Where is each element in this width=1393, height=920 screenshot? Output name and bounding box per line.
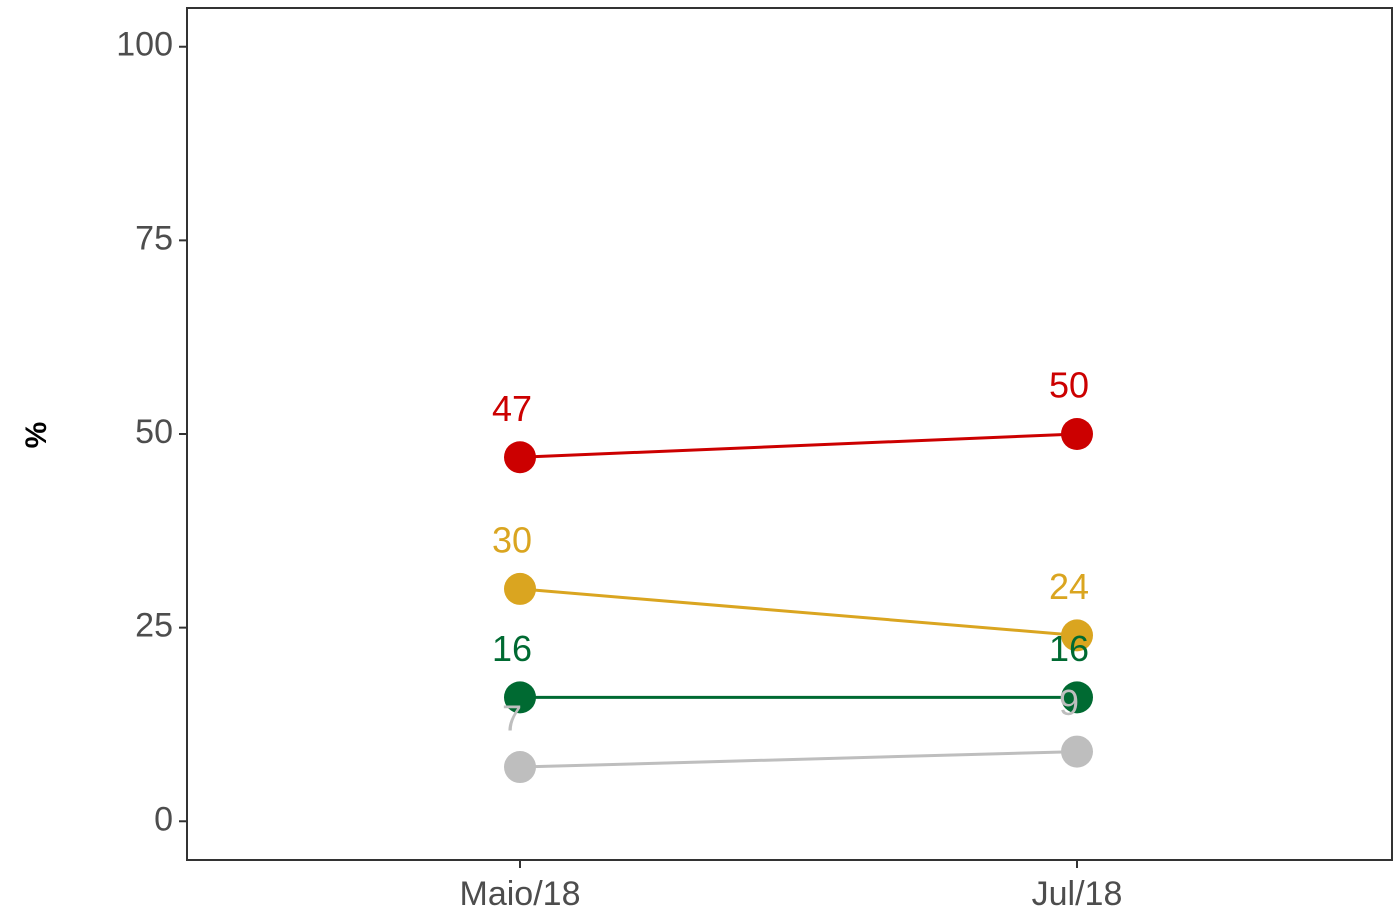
- y-tick-label: 100: [116, 26, 173, 64]
- point: [504, 681, 536, 714]
- plot-border: [186, 7, 1393, 861]
- value-label: 16: [1049, 628, 1089, 669]
- y-axis-label: %: [20, 422, 53, 449]
- value-label: 30: [492, 519, 532, 560]
- x-tick-label: Maio/18: [460, 875, 581, 913]
- x-tick-label: Jul/18: [1032, 875, 1123, 913]
- series-line: [519, 587, 1078, 637]
- y-tick-label: 25: [135, 607, 173, 645]
- point: [504, 572, 536, 605]
- point: [1061, 735, 1093, 768]
- point: [1061, 619, 1093, 652]
- y-tick-label: 0: [154, 800, 173, 838]
- value-label: 47: [492, 388, 532, 429]
- point: [504, 441, 536, 474]
- value-label: 50: [1049, 365, 1089, 406]
- value-label: 7: [502, 698, 522, 739]
- y-tick-label: 50: [135, 413, 173, 451]
- value-label: 9: [1059, 682, 1079, 723]
- value-label: 16: [492, 628, 532, 669]
- point: [1061, 681, 1093, 714]
- y-tick-label: 75: [135, 219, 173, 257]
- series-line: [519, 750, 1078, 769]
- value-label: 24: [1049, 566, 1089, 607]
- point: [1061, 418, 1093, 450]
- point: [504, 751, 536, 784]
- series-line: [519, 432, 1078, 459]
